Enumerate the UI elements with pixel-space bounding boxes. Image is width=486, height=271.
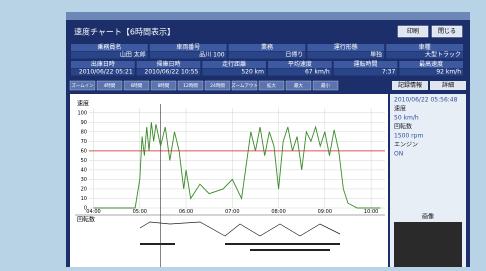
field-value: 大型トラック [425,51,461,59]
tab-label[interactable]: 記録情報 [398,81,422,89]
side-text: ON [394,151,403,158]
y-tick-label: 80 [81,129,87,135]
side-text: エンジン [394,142,418,149]
y-tick-label: 30 [81,177,87,183]
side-text: 回転数 [394,123,412,131]
y-tick-label: 50 [81,158,87,164]
y-axis-title: 速度 [77,100,89,108]
field-label: 乗務員名 [97,43,121,51]
field-label: 平均速度 [288,60,312,68]
x-tick-label: 04:00 [86,209,100,215]
x-tick-label: 07:00 [225,209,239,215]
button-label[interactable]: 印刷 [407,27,419,35]
toolbar-label[interactable]: 24時間 [210,83,225,89]
y-tick-label: 70 [81,139,87,145]
field-value: 92 km/h [436,69,461,76]
field-value: 品川 100 [199,52,225,59]
y-tick-label: 10 [81,196,87,202]
y-tick-label: 100 [77,110,87,116]
field-label: 車種 [419,43,431,51]
x-tick-label: 08:00 [271,209,285,215]
field-label: 帰庫日時 [156,60,180,68]
toolbar-label[interactable]: 最大 [294,82,303,89]
y-tick-label: 60 [81,148,87,154]
x-tick-label: 09:00 [318,209,332,215]
x-tick-label: 05:00 [133,209,147,215]
field-value: 山田 太郎 [120,51,146,59]
tab-label[interactable]: 詳細 [442,81,454,89]
chart-panel [70,94,388,267]
field-value: 520 km [241,69,264,76]
field-value: 2010/06/22 10:55 [145,69,199,76]
x-tick-label: 10:00 [364,209,378,215]
field-label: 車両番号 [176,43,200,51]
side-text: 1500 rpm [394,133,423,140]
window-title: 速度チャート【6時間表示】 [74,27,175,37]
button-label[interactable]: 閉じる [438,28,456,35]
toolbar-label[interactable]: 8時間 [158,83,170,89]
field-value: 2010/06/22 05:21 [79,69,133,76]
toolbar-label[interactable]: 12時間 [183,83,198,89]
toolbar-label[interactable]: 4時間 [104,83,116,89]
field-label: 運行形態 [334,43,358,51]
field-value: 日帰り [285,51,303,59]
toolbar-label[interactable]: 6時間 [131,83,143,89]
lower-title: 回転数 [77,216,95,224]
side-text: 速度 [394,105,406,113]
camera-photo [394,222,462,267]
field-label: 最高速度 [419,60,443,68]
toolbar-label[interactable]: 拡大 [267,82,276,89]
x-tick-label: 06:00 [179,209,193,215]
screen: 速度チャート【6時間表示】 印刷 閉じる乗務員名山田 太郎 車両番号品川 100 業務… [0,0,486,267]
toolbar-label[interactable]: 最小 [321,82,330,89]
field-label: 出庫日時 [91,60,115,68]
y-tick-label: 20 [81,186,87,192]
field-label: 走行距離 [222,60,246,68]
y-tick-label: 90 [81,120,87,126]
field-label: 業務 [261,43,273,51]
side-text: 2010/06/22 05:56:48 [394,97,458,104]
field-value: 単独 [370,51,382,59]
side-text: 50 km/h [394,115,419,122]
y-tick-label: 40 [81,167,87,173]
toolbar-label[interactable]: ズームアウト [231,82,258,89]
toolbar-label[interactable]: ズームイン [71,82,94,89]
photo-label: 画像 [422,213,434,221]
field-value: 67 km/h [305,69,330,76]
title-bar [66,12,470,20]
field-label: 運転時間 [353,60,377,68]
field-value: 7:37 [382,69,396,76]
